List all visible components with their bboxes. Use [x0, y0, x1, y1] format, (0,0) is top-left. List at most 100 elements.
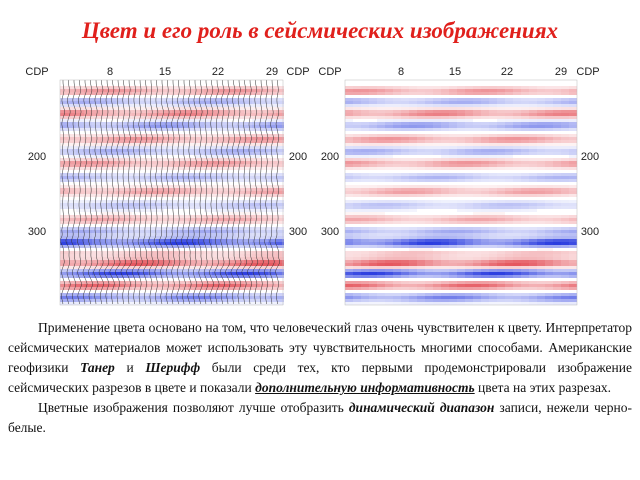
- amplitude-cell: [345, 164, 353, 167]
- amplitude-cell: [385, 236, 393, 239]
- amplitude-cell: [393, 128, 401, 131]
- amplitude-cell: [353, 251, 361, 254]
- amplitude-cell: [140, 302, 148, 305]
- amplitude-cell: [92, 263, 100, 266]
- amplitude-cell: [521, 257, 529, 260]
- amplitude-cell: [433, 281, 441, 284]
- amplitude-cell: [537, 227, 545, 230]
- amplitude-cell: [140, 266, 148, 269]
- amplitude-cell: [164, 296, 172, 299]
- amplitude-cell: [92, 272, 100, 275]
- amplitude-cell: [164, 299, 172, 302]
- amplitude-cell: [385, 245, 393, 248]
- amplitude-cell: [76, 143, 84, 146]
- amplitude-cell: [425, 149, 433, 152]
- amplitude-cell: [433, 299, 441, 302]
- amplitude-cell: [116, 194, 124, 197]
- amplitude-cell: [553, 221, 561, 224]
- amplitude-cell: [433, 98, 441, 101]
- amplitude-cell: [92, 230, 100, 233]
- amplitude-cell: [68, 293, 76, 296]
- amplitude-cell: [156, 188, 164, 191]
- amplitude-cell: [553, 236, 561, 239]
- amplitude-cell: [393, 134, 401, 137]
- amplitude-cell: [124, 134, 132, 137]
- amplitude-cell: [433, 128, 441, 131]
- amplitude-cell: [497, 281, 505, 284]
- amplitude-cell: [132, 128, 140, 131]
- amplitude-cell: [268, 173, 276, 176]
- amplitude-cell: [196, 164, 204, 167]
- amplitude-cell: [345, 188, 353, 191]
- amplitude-cell: [561, 302, 569, 305]
- amplitude-cell: [180, 125, 188, 128]
- amplitude-cell: [369, 98, 377, 101]
- amplitude-cell: [393, 110, 401, 113]
- amplitude-cell: [212, 128, 220, 131]
- amplitude-cell: [513, 158, 521, 161]
- amplitude-cell: [473, 104, 481, 107]
- amplitude-cell: [361, 203, 369, 206]
- amplitude-cell: [553, 119, 561, 122]
- amplitude-cell: [228, 179, 236, 182]
- amplitude-cell: [252, 239, 260, 242]
- amplitude-cell: [353, 275, 361, 278]
- amplitude-cell: [228, 152, 236, 155]
- amplitude-cell: [345, 209, 353, 212]
- amplitude-cell: [361, 116, 369, 119]
- amplitude-cell: [473, 110, 481, 113]
- amplitude-cell: [433, 242, 441, 245]
- amplitude-cell: [204, 179, 212, 182]
- amplitude-cell: [369, 212, 377, 215]
- amplitude-cell: [385, 149, 393, 152]
- amplitude-cell: [164, 233, 172, 236]
- amplitude-cell: [417, 281, 425, 284]
- amplitude-cell: [244, 176, 252, 179]
- amplitude-cell: [148, 227, 156, 230]
- amplitude-cell: [465, 299, 473, 302]
- amplitude-cell: [505, 119, 513, 122]
- amplitude-cell: [553, 179, 561, 182]
- amplitude-cell: [268, 191, 276, 194]
- amplitude-cell: [489, 269, 497, 272]
- amplitude-cell: [385, 227, 393, 230]
- amplitude-cell: [449, 101, 457, 104]
- amplitude-cell: [561, 272, 569, 275]
- amplitude-cell: [76, 227, 84, 230]
- amplitude-cell: [164, 137, 172, 140]
- amplitude-cell: [457, 122, 465, 125]
- amplitude-cell: [569, 164, 577, 167]
- amplitude-cell: [457, 146, 465, 149]
- amplitude-cell: [529, 185, 537, 188]
- amplitude-cell: [409, 293, 417, 296]
- amplitude-cell: [220, 107, 228, 110]
- amplitude-cell: [521, 293, 529, 296]
- amplitude-cell: [513, 266, 521, 269]
- amplitude-cell: [417, 215, 425, 218]
- amplitude-cell: [465, 137, 473, 140]
- amplitude-cell: [196, 251, 204, 254]
- amplitude-cell: [561, 116, 569, 119]
- amplitude-cell: [180, 101, 188, 104]
- amplitude-cell: [228, 200, 236, 203]
- amplitude-cell: [425, 116, 433, 119]
- amplitude-cell: [505, 296, 513, 299]
- amplitude-cell: [473, 176, 481, 179]
- amplitude-cell: [465, 155, 473, 158]
- amplitude-cell: [140, 104, 148, 107]
- amplitude-cell: [561, 284, 569, 287]
- amplitude-cell: [172, 275, 180, 278]
- amplitude-cell: [537, 248, 545, 251]
- amplitude-cell: [377, 107, 385, 110]
- amplitude-cell: [353, 260, 361, 263]
- amplitude-cell: [84, 173, 92, 176]
- amplitude-cell: [244, 167, 252, 170]
- amplitude-cell: [377, 284, 385, 287]
- amplitude-cell: [465, 287, 473, 290]
- amplitude-cell: [537, 251, 545, 254]
- amplitude-cell: [481, 215, 489, 218]
- amplitude-cell: [268, 188, 276, 191]
- amplitude-cell: [553, 149, 561, 152]
- amplitude-cell: [497, 236, 505, 239]
- amplitude-cell: [489, 149, 497, 152]
